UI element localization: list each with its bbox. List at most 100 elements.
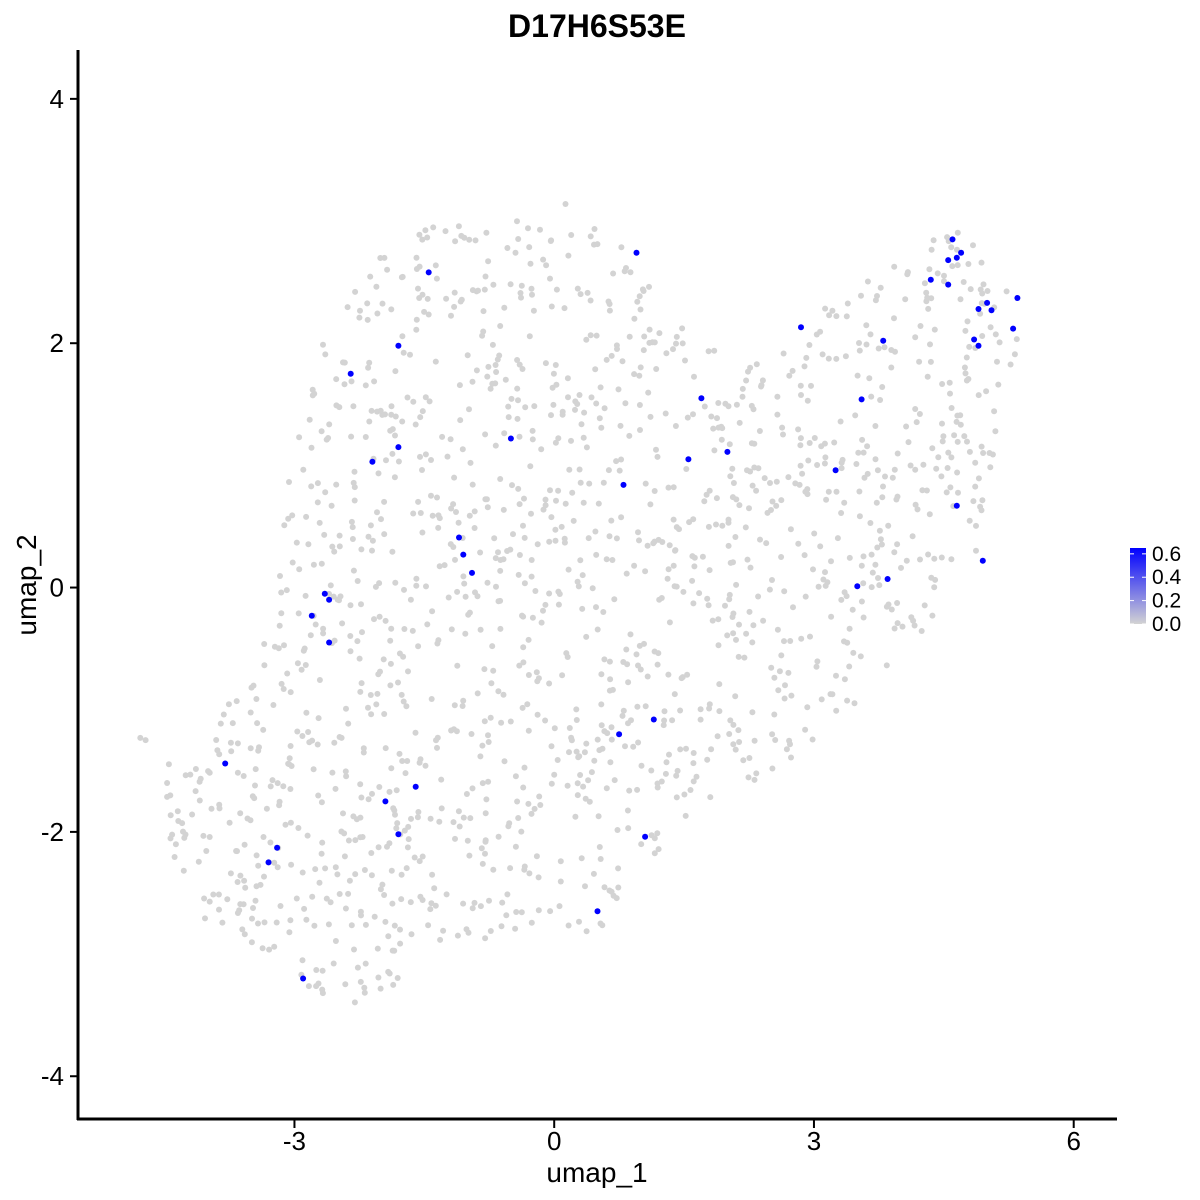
cell-point xyxy=(206,769,213,776)
cell-point xyxy=(587,332,594,339)
cell-point xyxy=(347,602,354,609)
cell-point xyxy=(374,945,381,952)
cell-point xyxy=(419,408,426,415)
cell-point xyxy=(872,456,879,463)
cell-point xyxy=(921,280,928,287)
cell-point xyxy=(574,285,581,292)
cell-point xyxy=(696,590,703,597)
cell-point xyxy=(497,323,504,329)
cell-point xyxy=(255,920,261,927)
cell-point xyxy=(589,585,596,592)
cell-point xyxy=(516,552,523,558)
cell-point xyxy=(404,758,411,764)
cell-point xyxy=(636,642,643,649)
cell-point xyxy=(528,510,534,517)
cell-point xyxy=(489,380,496,387)
cell-point xyxy=(551,771,558,778)
cell-point xyxy=(331,548,338,555)
cell-point xyxy=(769,731,776,738)
cell-point xyxy=(713,495,720,502)
cell-point xyxy=(241,877,248,884)
cell-point xyxy=(390,981,397,988)
cell-point xyxy=(358,601,364,608)
cell-point xyxy=(561,539,568,546)
cell-point xyxy=(482,935,489,942)
cell-point xyxy=(413,575,420,582)
cell-point xyxy=(416,231,423,238)
cell-point xyxy=(369,537,376,544)
cell-point xyxy=(425,311,432,318)
colorbar-tick-label: 0.4 xyxy=(1152,566,1182,589)
cell-point xyxy=(672,547,679,554)
cell-point xyxy=(553,497,559,504)
cell-point xyxy=(520,522,526,529)
cell-point xyxy=(970,498,977,505)
cell-point xyxy=(844,697,851,704)
cell-point xyxy=(599,745,606,752)
cell-point xyxy=(714,415,720,422)
cell-point xyxy=(395,679,401,686)
cell-point xyxy=(318,428,325,435)
cell-point xyxy=(749,639,756,646)
cell-point xyxy=(781,695,788,702)
cell-point xyxy=(670,484,677,491)
cell-point xyxy=(766,586,773,593)
cell-point xyxy=(797,462,804,469)
cell-point xyxy=(550,370,557,377)
cell-point xyxy=(417,893,424,900)
cell-point xyxy=(636,537,642,544)
cell-point xyxy=(255,862,262,869)
cell-point xyxy=(758,382,765,389)
cell-point xyxy=(838,510,845,516)
cell-point xyxy=(760,617,767,624)
cell-point xyxy=(137,734,144,741)
cell-point xyxy=(679,340,686,347)
cell-point xyxy=(666,542,673,549)
cell-point xyxy=(673,333,680,340)
cell-point xyxy=(551,725,558,732)
cell-point xyxy=(801,552,808,559)
cell-point xyxy=(552,537,559,544)
cell-point xyxy=(408,931,415,938)
cell-point xyxy=(631,371,638,378)
cell-point xyxy=(357,908,364,915)
cell-point xyxy=(448,626,455,633)
cell-point xyxy=(614,346,620,352)
cell-point xyxy=(305,983,312,990)
cell-point xyxy=(704,756,711,763)
cell-point xyxy=(429,512,436,519)
cell-point xyxy=(336,597,342,604)
cell-point xyxy=(763,540,770,547)
cell-point xyxy=(501,430,508,437)
cell-point xyxy=(961,433,968,440)
cell-point xyxy=(580,499,587,506)
cell-point xyxy=(304,832,311,839)
cell-point xyxy=(524,701,531,708)
cell-point xyxy=(574,578,581,585)
cell-point xyxy=(566,725,573,731)
cell-point xyxy=(287,689,294,696)
cell-point xyxy=(533,669,540,676)
cell-point xyxy=(469,378,476,385)
expressing-cell-point xyxy=(858,396,865,403)
cell-point xyxy=(395,458,402,465)
cell-point xyxy=(926,266,933,273)
cell-point xyxy=(451,702,458,709)
cell-point xyxy=(607,676,614,683)
cell-point xyxy=(651,850,658,857)
cell-point xyxy=(490,866,497,873)
cell-point xyxy=(601,884,608,891)
cell-point xyxy=(286,929,293,936)
cell-point xyxy=(374,310,381,317)
cell-point xyxy=(542,502,549,509)
cell-point xyxy=(839,456,846,463)
cell-point xyxy=(467,815,474,822)
cell-point xyxy=(348,378,355,385)
cell-point xyxy=(455,808,462,815)
cell-point xyxy=(253,696,260,702)
cell-point xyxy=(853,461,860,467)
cell-point xyxy=(948,405,955,411)
cell-point xyxy=(201,895,208,902)
cell-point xyxy=(582,883,588,890)
cell-point xyxy=(392,432,398,439)
